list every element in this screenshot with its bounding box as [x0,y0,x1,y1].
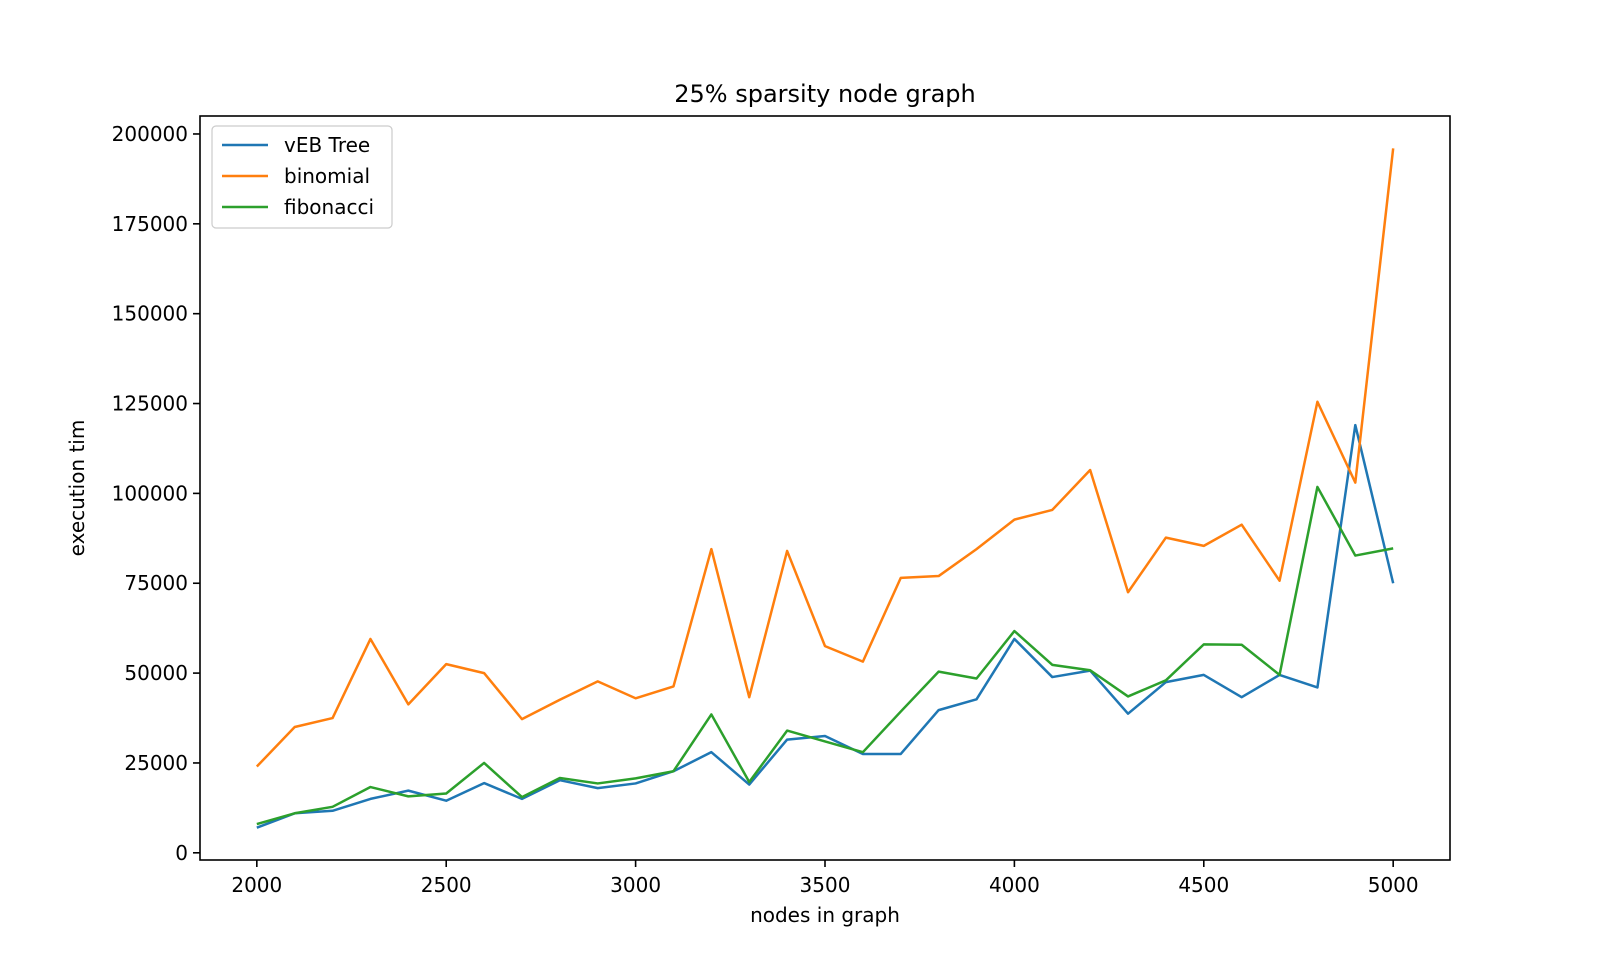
x-tick-label: 4000 [989,873,1040,897]
legend-label-fibonacci: fibonacci [284,195,374,219]
y-axis: 0 25000 50000 75000 100000 125000 150000 175000… [112,122,200,865]
y-tick-label: 100000 [112,481,188,505]
x-tick-label: 2500 [421,873,472,897]
x-tick-label: 2000 [231,873,282,897]
y-tick-label: 125000 [112,392,188,416]
legend-label-binomial: binomial [284,164,370,188]
x-tick-label: 3000 [610,873,661,897]
y-tick-label: 25000 [124,751,188,775]
y-tick-label: 200000 [112,122,188,146]
y-tick-label: 150000 [112,302,188,326]
legend-label-veb-tree: vEB Tree [284,133,370,157]
y-axis-label: execution tim [65,420,89,557]
x-axis: 2000 2500 3000 3500 4000 4500 5000 [231,860,1419,897]
series-line-fibonacci [256,485,1394,826]
plot-lines [255,148,1395,829]
y-tick-label: 175000 [112,212,188,236]
y-tick-label: 0 [175,841,188,865]
y-tick-label: 50000 [124,661,188,685]
series-line-binomial [255,148,1395,768]
chart-title: 25% sparsity node graph [674,80,975,108]
legend: vEB Tree binomial fibonacci [211,125,393,229]
series-line-veb-tree [256,423,1395,829]
x-tick-label: 5000 [1368,873,1419,897]
legend-box [211,125,393,229]
x-tick-label: 4500 [1178,873,1229,897]
x-axis-label: nodes in graph [750,903,900,927]
x-tick-label: 3500 [800,873,851,897]
y-tick-label: 75000 [124,571,188,595]
